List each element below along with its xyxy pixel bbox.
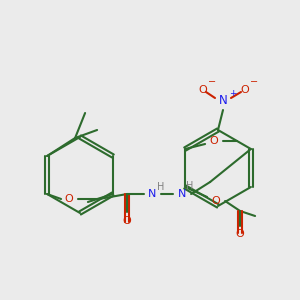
Text: N: N — [148, 189, 156, 199]
Text: O: O — [236, 229, 244, 239]
Text: H: H — [158, 182, 165, 192]
Text: H: H — [186, 181, 194, 191]
Text: N: N — [219, 94, 227, 106]
Text: O: O — [123, 216, 131, 226]
Text: N: N — [178, 189, 186, 199]
Text: −: − — [250, 77, 258, 87]
Text: O: O — [212, 196, 220, 206]
Text: O: O — [210, 136, 218, 146]
Text: −: − — [208, 77, 216, 87]
Text: O: O — [241, 85, 249, 95]
Text: O: O — [65, 194, 74, 204]
Text: +: + — [229, 89, 237, 98]
Text: O: O — [199, 85, 207, 95]
